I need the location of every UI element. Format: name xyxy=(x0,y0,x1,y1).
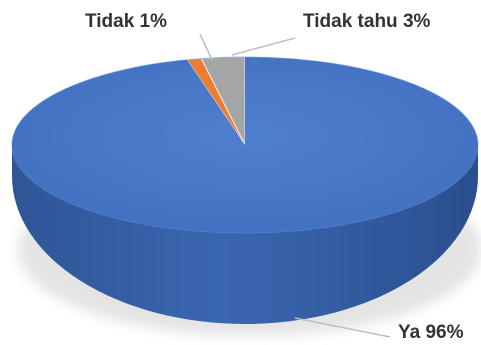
leader-line-tidak xyxy=(199,33,213,61)
data-label-tidak: Tidak 1% xyxy=(85,11,167,32)
pie-rim xyxy=(11,56,479,234)
leader-line-ya xyxy=(294,317,391,338)
data-label-ya: Ya 96% xyxy=(398,322,464,343)
leader-line-tidak-tahu xyxy=(231,37,296,56)
pie-slice-ya xyxy=(11,57,478,233)
data-label-tidak-tahu: Tidak tahu 3% xyxy=(303,11,431,32)
